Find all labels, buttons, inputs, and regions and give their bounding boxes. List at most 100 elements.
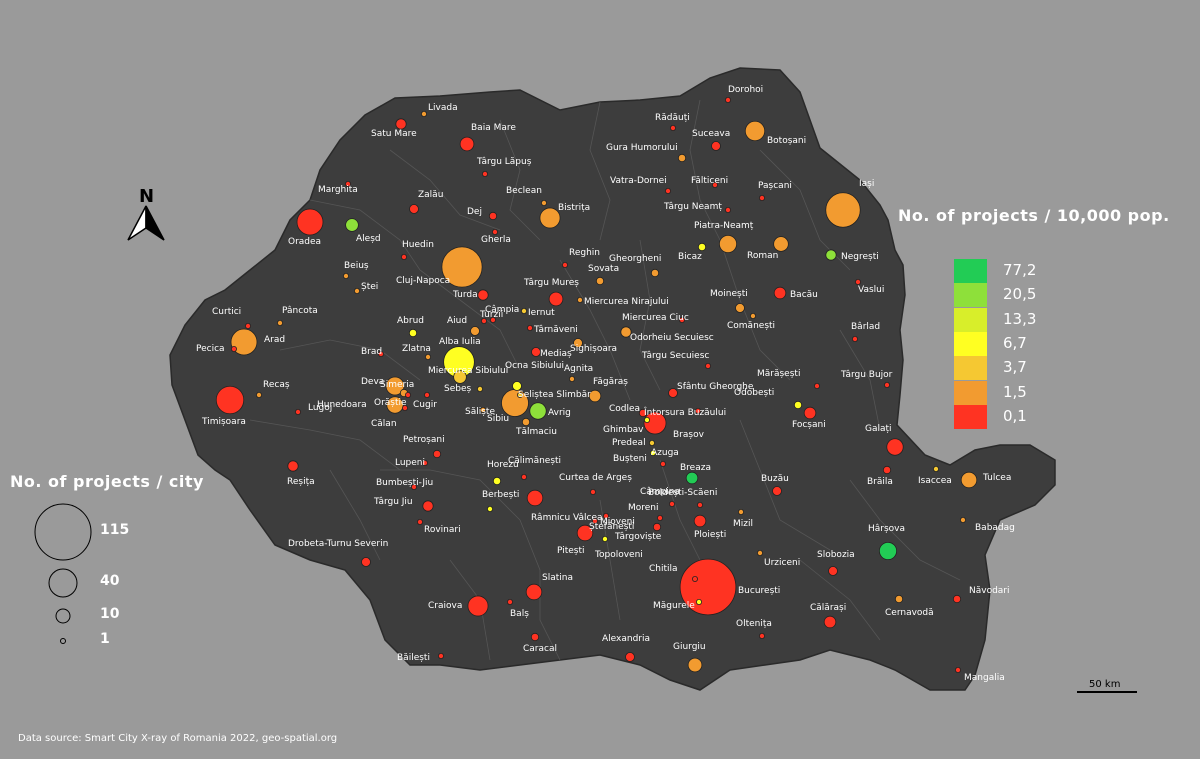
city-label: Predeal	[612, 438, 646, 448]
city-bubble	[625, 652, 635, 662]
city-bubble	[960, 517, 967, 524]
city-bubble	[705, 362, 712, 369]
city-bubbles	[215, 97, 978, 674]
city-label: Miercurea Nirajului	[584, 297, 669, 307]
city-bubble	[823, 615, 837, 629]
city-label: Breaza	[680, 463, 711, 473]
city-bubble	[230, 328, 258, 356]
city-label: Brăila	[867, 477, 893, 487]
city-bubble	[602, 536, 609, 543]
city-bubble	[486, 505, 493, 512]
city-label: Aiud	[447, 316, 467, 326]
city-label: Vatra-Dornei	[610, 176, 667, 186]
city-label: Călan	[371, 419, 397, 429]
color-swatch	[954, 331, 987, 356]
city-label: Petroșani	[403, 435, 445, 445]
city-label: Botoșani	[767, 136, 806, 146]
city-label: Seliștea Slimbăr	[518, 390, 591, 400]
city-label: Avrig	[548, 408, 571, 418]
city-label: Berbești	[482, 490, 519, 500]
city-bubble	[725, 97, 732, 104]
city-label: Cernavodă	[885, 608, 934, 618]
city-bubble	[657, 515, 664, 522]
city-bubble	[595, 276, 605, 286]
city-bubble	[527, 324, 534, 331]
city-bubble	[573, 338, 583, 348]
city-label: Baia Mare	[471, 123, 516, 133]
city-label: Săliște	[465, 407, 495, 417]
city-label: Curtea de Argeș	[559, 473, 632, 483]
city-bubble	[421, 459, 428, 466]
city-bubble	[650, 268, 660, 278]
city-label: Târgoviște	[614, 532, 662, 542]
city-label: Sibiu	[487, 414, 509, 424]
city-bubble	[744, 120, 766, 142]
city-label: Miercurea Ciuc	[622, 313, 689, 323]
city-bubble	[669, 500, 676, 507]
color-legend-label: 3,7	[1003, 358, 1027, 377]
color-legend-label: 20,5	[1003, 285, 1037, 304]
city-bubble	[521, 417, 531, 427]
size-legend-label: 1	[100, 631, 110, 647]
city-label: Gherla	[481, 235, 511, 245]
city-label: Hârșova	[868, 524, 905, 534]
city-label: Marghita	[318, 185, 358, 195]
city-label: Cugir	[413, 400, 437, 410]
city-bubble	[492, 476, 502, 486]
city-label: Lupeni	[395, 458, 425, 468]
city-label: Slobozia	[817, 550, 855, 560]
city-bubble	[773, 286, 787, 300]
city-label: Reghin	[569, 248, 600, 258]
city-label: Deva	[361, 377, 384, 387]
city-label: Mizil	[733, 519, 753, 529]
city-bubble	[735, 303, 745, 313]
city-label: Bistrița	[558, 203, 590, 213]
city-label: Drobeta-Turnu Severin	[288, 539, 388, 549]
city-label: Mediaș	[540, 349, 572, 359]
city-label: Bârlad	[851, 322, 880, 332]
city-bubble	[650, 449, 657, 456]
city-bubble	[424, 353, 431, 360]
city-bubble	[695, 407, 702, 414]
city-bubble	[530, 632, 540, 642]
city-label: Călimănești	[508, 456, 561, 466]
city-bubble	[750, 312, 757, 319]
city-label: Abrud	[397, 316, 424, 326]
city-bubble	[517, 391, 524, 398]
city-label: Ștefănești	[589, 522, 634, 532]
city-bubble	[404, 391, 411, 398]
city-label: Tălmaciu	[515, 427, 557, 437]
city-bubble	[803, 406, 817, 420]
city-label: Sebeș	[444, 384, 472, 394]
city-bubble	[345, 218, 359, 232]
city-label: Rădăuți	[655, 113, 690, 123]
city-label: Focșani	[792, 420, 826, 430]
city-label: București	[738, 586, 780, 596]
color-swatch	[954, 380, 987, 405]
color-swatch	[954, 283, 987, 308]
city-bubble	[531, 347, 541, 357]
city-bubble	[409, 204, 419, 214]
city-bubble	[603, 513, 610, 520]
north-label: N	[139, 186, 154, 207]
city-label: Pitești	[557, 546, 585, 556]
city-label: Ghimbav	[603, 425, 644, 435]
city-label: Suceava	[692, 129, 730, 139]
city-bubble	[852, 335, 859, 342]
color-swatch	[954, 404, 987, 429]
city-label: Boldești-Scăeni	[648, 488, 717, 498]
city-label: Agnita	[564, 364, 593, 374]
city-bubble	[884, 381, 891, 388]
city-label: Mangalia	[964, 673, 1005, 683]
city-label: Rovinari	[424, 525, 461, 535]
city-label: Sovata	[588, 264, 619, 274]
city-label: Ocna Sibiului	[505, 361, 564, 371]
city-label: Moreni	[628, 503, 659, 513]
city-label: Vaslui	[858, 285, 884, 295]
city-bubble	[878, 541, 898, 561]
city-bubble	[576, 524, 594, 542]
city-label: Alba Iulia	[439, 337, 481, 347]
color-swatch	[954, 356, 987, 381]
city-label: Pecica	[196, 344, 225, 354]
city-bubble	[660, 460, 667, 467]
